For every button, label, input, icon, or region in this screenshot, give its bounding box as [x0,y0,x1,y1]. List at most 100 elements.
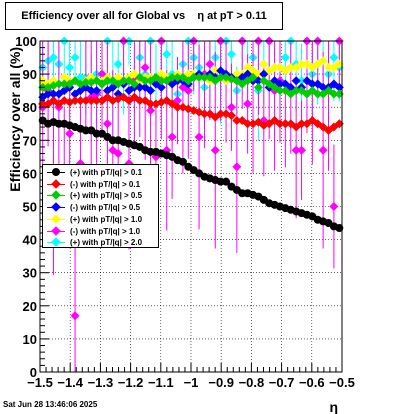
data-point [194,72,204,82]
data-point [102,76,112,86]
data-point [156,76,166,86]
data-point [119,76,129,86]
legend-label: (-) with pT/|q| > 0.5 [70,203,141,213]
legend: (+) with pT/|q| > 0.1 (-) with pT/|q| > 0… [42,164,159,248]
data-point [146,106,156,116]
y-tick-label: 100 [15,34,37,49]
data-point [140,62,150,72]
y-tick-label: 10 [23,332,37,347]
chart-title-box: Efficiency over all for Global vs η at p… [5,2,283,30]
data-point [329,202,339,211]
legend-entry: (-) with pT/|q| > 0.1 [43,178,158,191]
data-point [70,311,80,321]
data-point [297,145,307,155]
data-point [232,162,242,172]
data-point [102,119,112,129]
data-point [199,72,209,82]
data-point [222,177,231,186]
legend-label: (-) with pT/|q| > 1.0 [70,226,141,236]
data-point [183,86,193,96]
legend-entry: (+) with pT/|q| > 0.5 [43,190,158,202]
legend-marker [52,168,60,176]
data-point [162,49,172,59]
data-point [232,115,242,125]
data-point [318,145,328,155]
data-point [173,102,183,112]
data-point [167,72,177,82]
data-point [226,110,236,120]
y-tick-label: 60 [23,166,37,181]
data-point [280,53,290,63]
data-point [216,109,226,119]
legend-entry: (-) with pT/|q| > 1.0 [43,225,158,238]
data-point [275,86,285,96]
data-point [92,86,102,96]
data-point [146,99,156,109]
data-point [140,76,150,86]
data-point [243,99,253,109]
legend-marker [51,202,61,212]
data-point [216,72,226,82]
data-point [210,145,220,155]
data-point [297,59,307,69]
data-point [178,157,187,166]
y-tick-label: 50 [23,200,37,215]
x-axis-label: η [329,399,338,414]
data-point [189,72,199,82]
data-point [335,224,344,233]
data-point [280,119,290,129]
data-point [156,82,166,92]
x-tick-label: −0.6 [299,375,325,390]
data-point [59,79,69,89]
y-tick-label: 90 [23,67,37,82]
data-point [146,86,156,96]
data-point [113,59,123,69]
legend-marker [51,213,61,224]
data-point [286,62,296,72]
data-point [297,119,307,129]
data-point [65,62,75,72]
legend-label: (+) with pT/|q| > 2.0 [70,238,143,248]
data-point [81,96,91,106]
data-point [253,82,263,92]
data-point [275,119,285,129]
data-point [259,59,269,69]
data-point [194,132,204,142]
y-tick-label: 40 [23,233,37,248]
legend-label: (+) with pT/|q| > 1.0 [70,214,143,224]
x-tick-label: −0.9 [208,375,234,390]
x-tick-label: −1.2 [118,375,144,390]
legend-marker [51,237,61,247]
data-point [324,62,334,72]
data-point [291,76,301,86]
legend-entry: (+) with pT/|q| > 2.0 [43,237,158,249]
data-point [226,49,236,59]
data-point [86,96,96,106]
data-point [318,56,328,66]
data-point [54,79,64,89]
data-point [81,77,91,87]
x-tick-label: −1.1 [148,375,174,390]
legend-entry: (+) with pT/|q| > 1.0 [43,213,158,226]
x-tick-label: −1 [184,375,199,390]
data-point [113,149,123,159]
legend-entry: (+) with pT/|q| > 0.1 [43,167,158,179]
data-point [48,53,58,63]
legend-label: (+) with pT/|q| > 0.5 [70,191,143,201]
data-point [270,62,280,72]
x-tick-label: −0.5 [329,375,355,390]
data-point [243,119,253,129]
data-point [86,86,96,96]
data-point [291,145,301,155]
data-point [167,132,177,142]
data-point [253,69,263,79]
y-tick-label: 80 [23,100,37,115]
data-point [199,109,209,119]
data-point [205,59,215,69]
data-point [135,96,145,106]
data-point [259,69,269,79]
data-point [48,89,58,99]
data-point [75,96,85,106]
data-point [329,53,339,63]
data-point [129,79,139,89]
